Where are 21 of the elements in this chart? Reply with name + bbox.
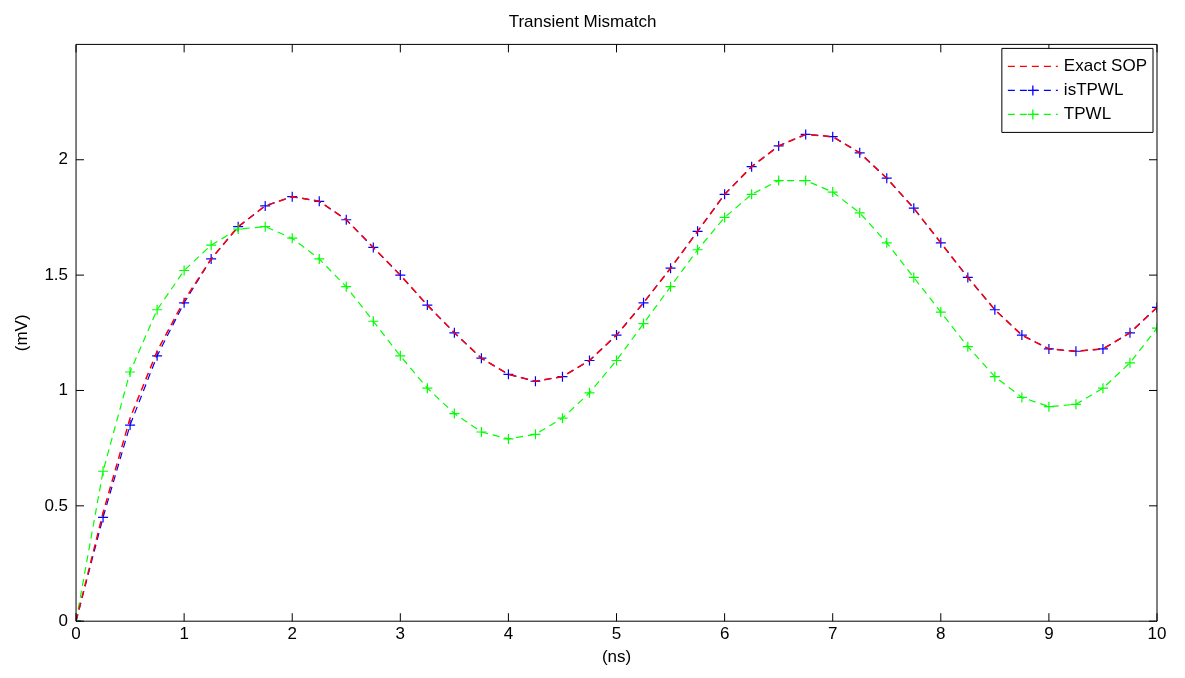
x-tick-label: 1 [179,624,189,644]
chart-title: Transient Mismatch [508,11,657,31]
y-tick-label: 0 [58,610,69,630]
legend-label: Exact SOP [1063,56,1147,76]
x-tick-label: 10 [1147,624,1167,644]
y-axis-title: (mV) [11,314,31,352]
x-tick-label: 7 [827,624,838,644]
x-tick-label: 2 [287,624,297,644]
legend-label: isTPWL [1063,80,1124,100]
x-tick-label: 9 [1044,624,1054,644]
x-tick-label: 6 [719,624,730,644]
legend-label: TPWL [1063,104,1112,124]
y-tick-label: 0.5 [44,495,69,515]
y-tick-label: 2 [58,149,69,169]
y-tick-label: 1.5 [44,264,69,284]
x-tick-label: 4 [503,624,514,644]
x-tick-label: 8 [936,624,946,644]
x-tick-label: 5 [611,624,622,644]
y-tick-label: 1 [58,380,69,400]
x-axis-title: (ns) [601,647,632,667]
x-tick-label: 3 [395,624,406,644]
